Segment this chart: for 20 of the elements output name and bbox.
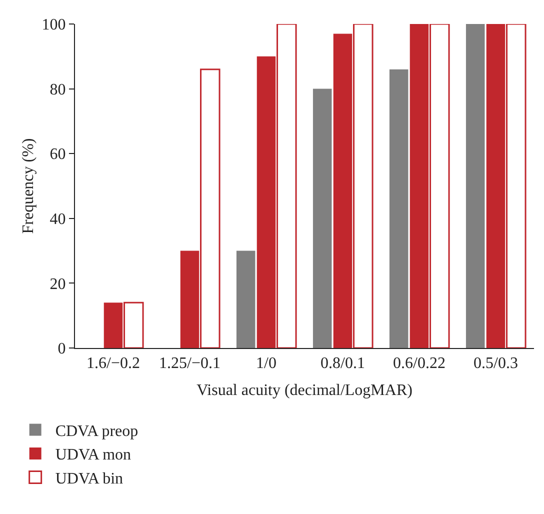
y-tick-label: 80 <box>50 81 66 98</box>
x-tick-label: 0.8/0.1 <box>320 355 365 372</box>
x-axis-title: Visual acuity (decimal/LogMAR) <box>196 382 412 399</box>
legend-label: UDVA bin <box>55 470 124 488</box>
x-tick-label: 1/0 <box>256 355 276 372</box>
y-tick-label: 20 <box>50 276 66 293</box>
x-tick-label: 1.6/−0.2 <box>86 355 140 372</box>
y-tick-label: 100 <box>42 16 66 34</box>
y-tick-label: 0 <box>58 340 66 358</box>
y-axis-title: Frequency (%) <box>20 138 37 234</box>
y-tick-label: 60 <box>50 146 66 164</box>
bar <box>236 250 256 348</box>
bar <box>389 69 408 348</box>
y-tick-label: 40 <box>50 211 66 228</box>
legend-label: CDVA preop <box>55 422 138 440</box>
bar <box>466 24 485 348</box>
x-tick-label: 0.5/0.3 <box>474 355 518 372</box>
x-tick-label: 1.25/−0.1 <box>159 355 220 372</box>
x-tick-label: 0.6/0.22 <box>393 355 446 372</box>
bar <box>312 88 332 348</box>
